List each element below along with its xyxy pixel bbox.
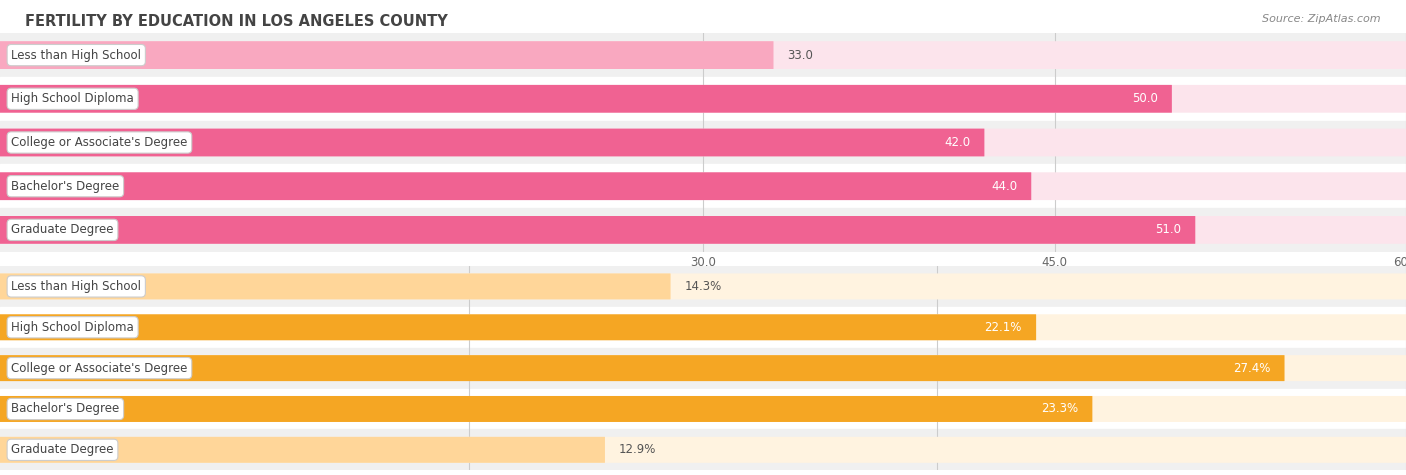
Bar	[0, 208, 1406, 252]
Text: FERTILITY BY EDUCATION IN LOS ANGELES COUNTY: FERTILITY BY EDUCATION IN LOS ANGELES CO…	[25, 14, 449, 29]
Text: 50.0: 50.0	[1132, 92, 1157, 105]
FancyBboxPatch shape	[0, 437, 605, 463]
FancyBboxPatch shape	[0, 85, 1406, 113]
Bar	[0, 164, 1406, 208]
Text: Graduate Degree: Graduate Degree	[11, 223, 114, 237]
Bar	[0, 33, 1406, 77]
Bar	[0, 429, 1406, 470]
FancyBboxPatch shape	[0, 274, 1406, 299]
Text: 51.0: 51.0	[1156, 223, 1181, 237]
FancyBboxPatch shape	[0, 314, 1036, 340]
Bar	[0, 307, 1406, 348]
FancyBboxPatch shape	[0, 396, 1092, 422]
FancyBboxPatch shape	[0, 216, 1195, 244]
Text: College or Associate's Degree: College or Associate's Degree	[11, 136, 187, 149]
Text: College or Associate's Degree: College or Associate's Degree	[11, 361, 187, 375]
Text: Bachelor's Degree: Bachelor's Degree	[11, 180, 120, 193]
Bar	[0, 266, 1406, 307]
Text: 12.9%: 12.9%	[619, 443, 657, 456]
Text: 33.0: 33.0	[787, 48, 813, 62]
FancyBboxPatch shape	[0, 355, 1406, 381]
Text: 44.0: 44.0	[991, 180, 1017, 193]
FancyBboxPatch shape	[0, 172, 1406, 200]
Text: High School Diploma: High School Diploma	[11, 321, 134, 334]
Text: 42.0: 42.0	[943, 136, 970, 149]
FancyBboxPatch shape	[0, 355, 1285, 381]
Bar	[0, 348, 1406, 389]
Bar	[0, 121, 1406, 164]
Text: Less than High School: Less than High School	[11, 48, 141, 62]
FancyBboxPatch shape	[0, 41, 773, 69]
FancyBboxPatch shape	[0, 396, 1406, 422]
FancyBboxPatch shape	[0, 216, 1406, 244]
Text: Source: ZipAtlas.com: Source: ZipAtlas.com	[1263, 14, 1381, 24]
Text: 14.3%: 14.3%	[685, 280, 721, 293]
Bar	[0, 77, 1406, 121]
Text: High School Diploma: High School Diploma	[11, 92, 134, 105]
Bar	[0, 389, 1406, 429]
FancyBboxPatch shape	[0, 437, 1406, 463]
Text: Less than High School: Less than High School	[11, 280, 141, 293]
Text: Graduate Degree: Graduate Degree	[11, 443, 114, 456]
FancyBboxPatch shape	[0, 129, 984, 156]
Text: Bachelor's Degree: Bachelor's Degree	[11, 402, 120, 416]
FancyBboxPatch shape	[0, 274, 671, 299]
FancyBboxPatch shape	[0, 172, 1031, 200]
Text: 27.4%: 27.4%	[1233, 361, 1270, 375]
FancyBboxPatch shape	[0, 129, 1406, 156]
Text: 22.1%: 22.1%	[984, 321, 1022, 334]
FancyBboxPatch shape	[0, 314, 1406, 340]
FancyBboxPatch shape	[0, 41, 1406, 69]
Text: 23.3%: 23.3%	[1040, 402, 1078, 416]
FancyBboxPatch shape	[0, 85, 1171, 113]
